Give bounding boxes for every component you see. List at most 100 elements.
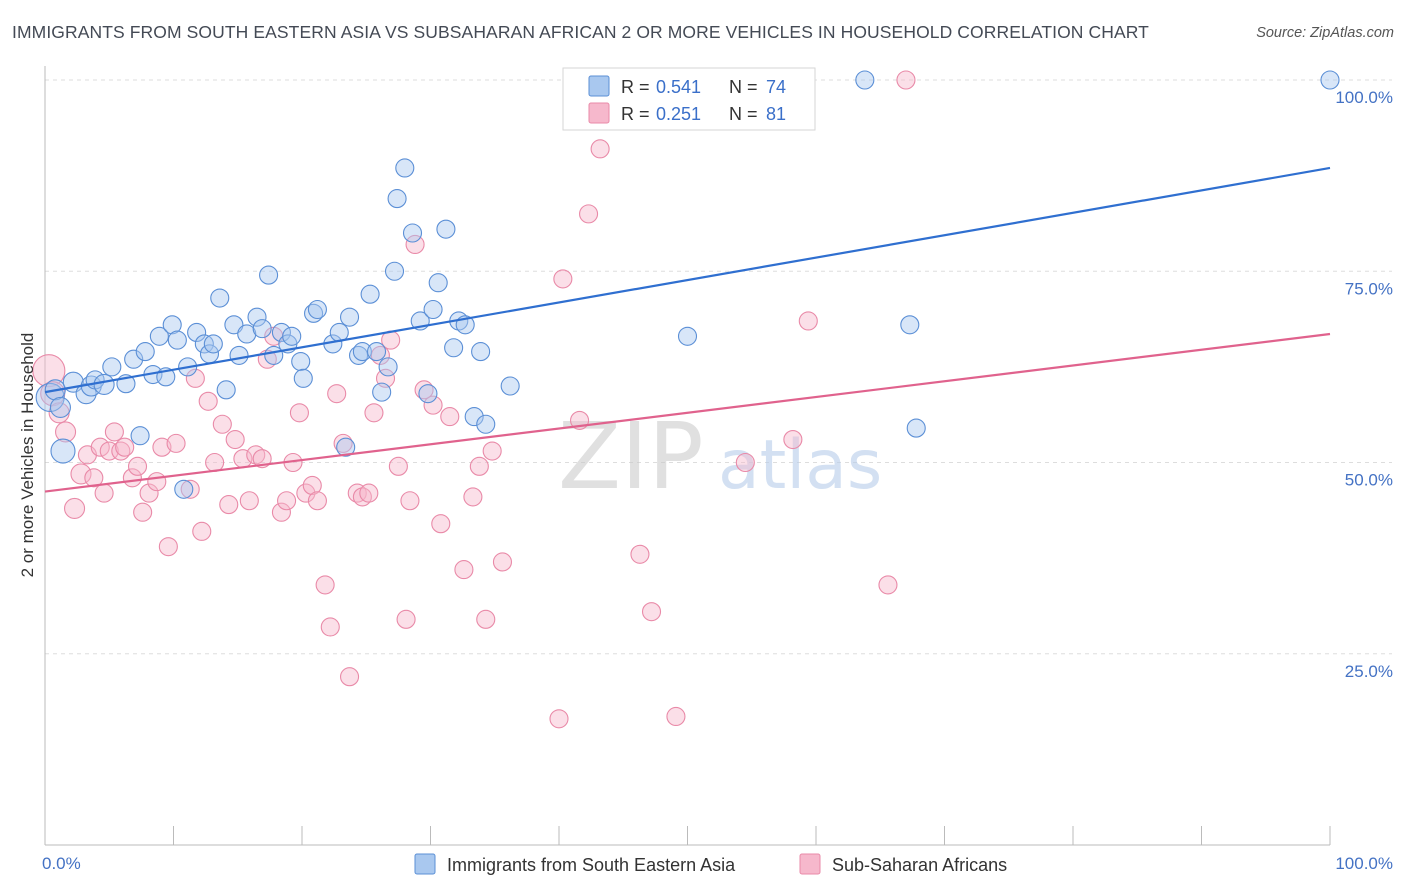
pink-data-point <box>70 463 92 485</box>
pink-data-point <box>99 441 119 461</box>
pink-data-point <box>549 709 569 729</box>
blue-data-point <box>237 324 257 344</box>
pink-data-point <box>192 521 212 541</box>
pink-data-point <box>55 421 77 443</box>
legend-n-label: N = <box>729 104 758 124</box>
blue-data-point <box>476 414 496 434</box>
pink-data-point <box>735 452 755 473</box>
stats-legend: R = 0.541 N = 74 R = 0.251 N = 81 <box>562 67 816 131</box>
blue-data-point <box>402 223 423 243</box>
blue-data-point <box>418 384 438 404</box>
pink-data-point <box>139 483 159 503</box>
blue-data-point <box>372 382 392 402</box>
pink-data-point <box>370 345 390 365</box>
pink-data-point <box>339 667 360 687</box>
chart-title: IMMIGRANTS FROM SOUTH EASTERN ASIA VS SU… <box>12 22 1149 42</box>
blue-data-point <box>304 303 324 323</box>
blue-data-point <box>49 396 71 418</box>
pink-data-point <box>277 491 297 511</box>
blue-trend-line <box>44 166 1331 394</box>
pink-data-point <box>388 456 408 476</box>
blue-data-point <box>471 342 491 362</box>
pink-data-point <box>32 354 66 388</box>
pink-data-point <box>296 483 316 503</box>
pink-data-point <box>327 384 347 404</box>
blue-data-point <box>352 342 372 362</box>
pink-data-point <box>315 575 335 595</box>
legend-swatch-blue <box>588 75 610 97</box>
pink-data-point <box>630 544 650 564</box>
pink-data-point <box>440 407 460 427</box>
blue-data-point <box>293 368 313 388</box>
blue-data-point <box>677 326 698 346</box>
blue-data-point <box>384 261 405 281</box>
pink-data-point <box>158 537 178 557</box>
y-tick-label: 25.0% <box>1345 662 1393 681</box>
blue-data-point <box>336 437 356 457</box>
blue-data-point <box>348 345 369 365</box>
pink-data-point <box>225 429 245 450</box>
pink-data-point <box>115 437 135 457</box>
blue-data-point <box>307 299 327 320</box>
pink-data-point <box>396 609 416 629</box>
blue-data-point <box>187 322 207 343</box>
pink-data-point <box>798 311 818 331</box>
blue-data-point <box>291 351 311 372</box>
pink-data-point <box>127 456 148 476</box>
blue-data-point <box>366 342 387 362</box>
pink-data-point <box>666 706 686 727</box>
blue-data-point <box>135 342 155 362</box>
legend-n-value: 81 <box>766 104 786 124</box>
y-tick-label: 75.0% <box>1345 279 1393 298</box>
pink-data-point <box>463 487 483 507</box>
watermark-atlas: atlas <box>718 426 882 505</box>
pink-data-point <box>147 472 167 492</box>
blue-data-point <box>395 158 415 178</box>
pink-data-point <box>469 456 489 476</box>
blue-data-point <box>50 438 76 464</box>
blue-data-point <box>229 345 249 365</box>
blue-data-point <box>271 322 291 343</box>
blue-data-point <box>167 330 187 350</box>
pink-data-point <box>111 441 131 461</box>
legend-swatch-pink <box>588 102 610 124</box>
bottom-legend-swatch-pink <box>799 853 821 875</box>
source-credit: Source: ZipAtlas.com <box>1256 25 1394 41</box>
pink-data-point <box>64 497 86 519</box>
pink-data-point <box>896 70 916 90</box>
x-tick-label: 100.0% <box>1335 854 1393 873</box>
blue-data-point <box>130 426 150 446</box>
blue-data-point <box>124 349 144 369</box>
pink-data-point <box>431 514 451 534</box>
blue-data-point <box>423 299 443 320</box>
pink-data-point <box>133 502 153 522</box>
blue-data-point <box>436 219 456 239</box>
bottom-legend-swatch-blue <box>414 853 436 875</box>
pink-data-point <box>289 403 309 423</box>
blue-data-point <box>1320 70 1340 90</box>
pink-data-point <box>320 617 340 637</box>
legend-n-value: 74 <box>766 77 786 97</box>
x-tick-label: 0.0% <box>42 854 81 873</box>
pink-data-point <box>405 234 425 255</box>
pink-data-point <box>492 552 513 572</box>
pink-data-point <box>454 560 474 580</box>
pink-data-point <box>878 575 898 595</box>
blue-data-point <box>162 315 182 335</box>
legend-r-label: R = <box>621 104 650 124</box>
axes <box>44 66 1331 846</box>
pink-data-point <box>590 139 610 159</box>
pink-data-point <box>482 441 502 461</box>
pink-data-point <box>476 609 496 629</box>
blue-data-point <box>93 373 115 396</box>
pink-data-point <box>212 414 232 434</box>
blue-data-point <box>906 418 926 438</box>
pink-data-point <box>219 495 239 515</box>
pink-data-point <box>104 422 124 442</box>
blue-data-point <box>500 376 520 396</box>
pink-data-point <box>239 491 259 511</box>
blue-data-point <box>259 265 279 285</box>
pink-data-point <box>414 380 434 400</box>
pink-trend-line <box>44 332 1331 493</box>
